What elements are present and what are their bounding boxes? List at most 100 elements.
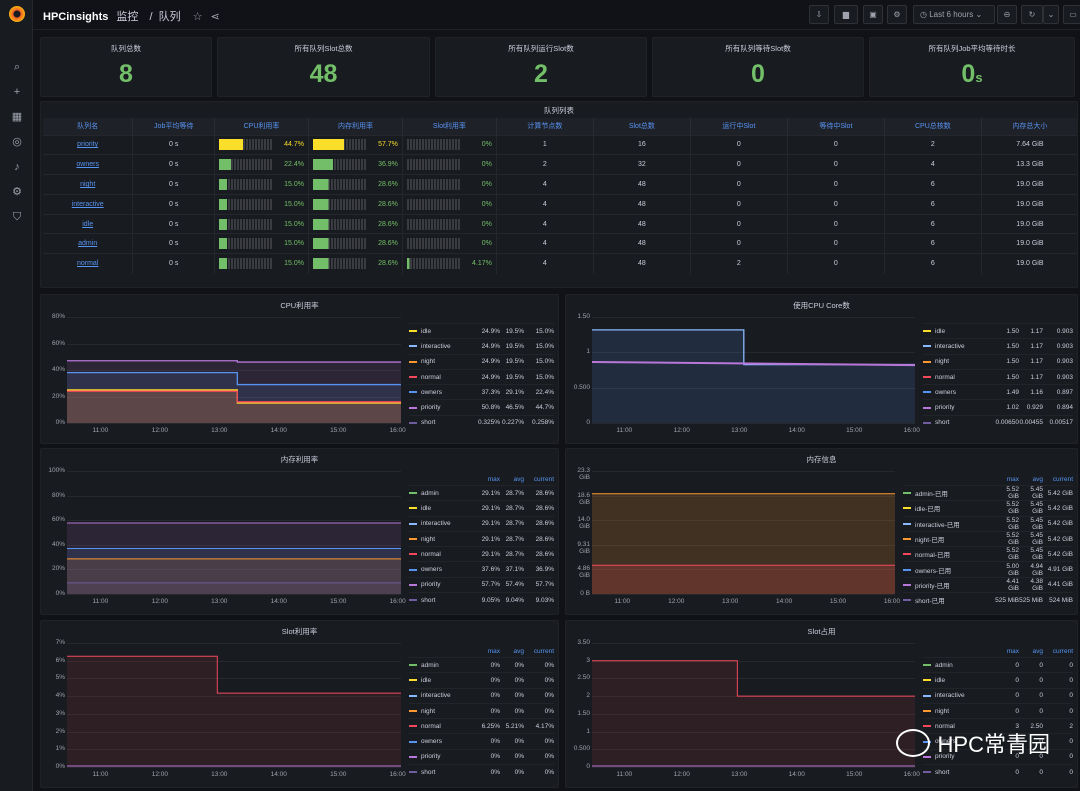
legend-header-avg[interactable]: avg: [1032, 475, 1043, 483]
plot-area[interactable]: 0 0.500 1 1.50 11:00 12:00 13:00 14:00 15:00 16:0…: [574, 313, 920, 434]
legend-item[interactable]: short 0% 0% 0%: [409, 764, 554, 779]
column-header[interactable]: Slot总数: [593, 118, 691, 135]
refresh-interval-dropdown[interactable]: ⌄: [1043, 5, 1059, 24]
queue-name-cell[interactable]: normal: [43, 253, 134, 274]
legend-item[interactable]: owners-已用 5.00 GiB 4.94 GiB 4.91 GiB: [903, 561, 1073, 577]
legend-item[interactable]: idle 0 0 0: [923, 672, 1073, 687]
legend-item[interactable]: owners 37.3% 29.1% 22.4%: [409, 384, 554, 399]
crumb-dashboard[interactable]: 队列: [158, 11, 181, 23]
legend-header-avg[interactable]: avg: [513, 647, 524, 655]
legend-item[interactable]: owners 37.6% 37.1% 36.9%: [409, 561, 554, 576]
table-row[interactable]: idle 0 s 15.0% 28.6% 0% 4 48 0 0 6 19.0 GiB: [43, 213, 1077, 234]
legend-item[interactable]: idle 1.50 1.17 0.903: [923, 323, 1073, 338]
queue-name-cell[interactable]: owners: [43, 154, 134, 175]
column-header[interactable]: 等待中Slot: [787, 118, 885, 135]
add-panel-button[interactable]: ⇩: [809, 5, 829, 24]
legend-item[interactable]: normal 6.25% 5.21% 4.17%: [409, 718, 554, 733]
column-header[interactable]: Job平均等待: [132, 118, 216, 135]
queue-link[interactable]: normal: [76, 260, 99, 268]
tv-mode-button[interactable]: ▭: [1063, 5, 1080, 24]
column-header[interactable]: 计算节点数: [496, 118, 594, 135]
legend-header-max[interactable]: max: [1006, 647, 1019, 655]
explore-icon[interactable]: ◎: [12, 136, 22, 148]
crumb-folder[interactable]: 监控: [116, 11, 139, 23]
legend-item[interactable]: night 0% 0% 0%: [409, 702, 554, 718]
legend-item[interactable]: priority-已用 4.41 GiB 4.38 GiB 4.41 GiB: [903, 576, 1073, 592]
legend-item[interactable]: normal 24.9% 19.5% 15.0%: [409, 368, 554, 384]
plot-area[interactable]: 0% 1% 2% 3% 4% 5% 6% 7% 11:00 12:00 13:00 14:00 15:0…: [56, 639, 406, 778]
legend-item[interactable]: normal 3 2.50 2: [923, 718, 1073, 733]
grafana-logo[interactable]: [9, 6, 25, 22]
legend-header-avg[interactable]: avg: [1032, 647, 1043, 655]
zoom-out-button[interactable]: ⊖: [997, 5, 1017, 24]
column-header[interactable]: 运行中Slot: [690, 118, 788, 135]
legend-item[interactable]: night 24.9% 19.5% 15.0%: [409, 353, 554, 369]
column-header[interactable]: 内存总大小: [981, 118, 1077, 135]
queue-name-cell[interactable]: interactive: [43, 193, 134, 215]
table-row[interactable]: interactive 0 s 15.0% 28.6% 0% 4 48 0 0 6 19.0 GiB: [43, 193, 1077, 215]
legend-item[interactable]: short 0.00650 0.00455 0.00517: [923, 414, 1073, 430]
queue-name-cell[interactable]: night: [43, 174, 134, 195]
legend-item[interactable]: short 0.325% 0.227% 0.258%: [409, 414, 554, 430]
settings-button[interactable]: ⚙: [887, 5, 907, 24]
legend-item[interactable]: short-已用 525 MiB 525 MiB 524 MiB: [903, 592, 1073, 607]
table-row[interactable]: admin 0 s 15.0% 28.6% 0% 4 48 0 0 6 19.0 GiB: [43, 233, 1077, 254]
legend-item[interactable]: short 0 0 0: [923, 764, 1073, 779]
legend-item[interactable]: normal 1.50 1.17 0.903: [923, 368, 1073, 384]
column-header[interactable]: 队列名: [43, 118, 134, 135]
save-button[interactable]: ▣: [863, 5, 883, 24]
legend-header-max[interactable]: max: [487, 647, 500, 655]
legend-item[interactable]: owners 0% 0% 0%: [409, 733, 554, 748]
legend-item[interactable]: night 0 0 0: [923, 702, 1073, 718]
legend-item[interactable]: priority 1.02 0.929 0.894: [923, 399, 1073, 414]
queue-link[interactable]: priority: [77, 141, 99, 149]
app-name[interactable]: HPCinsights: [43, 11, 109, 23]
legend-item[interactable]: normal 29.1% 28.7% 28.6%: [409, 546, 554, 561]
share-icon[interactable]: ⋖: [210, 11, 220, 23]
legend-header-current[interactable]: current: [533, 475, 554, 483]
legend-item[interactable]: owners 1.49 1.16 0.897: [923, 384, 1073, 399]
plot-area[interactable]: 0% 20% 40% 60% 80% 11:00 12:00 13:00 14:00 15:00 1…: [52, 313, 406, 434]
dashboards-icon[interactable]: ▦: [11, 111, 23, 123]
legend-item[interactable]: idle-已用 5.52 GiB 5.45 GiB 5.42 GiB: [903, 500, 1073, 515]
legend-header-avg[interactable]: avg: [513, 475, 524, 483]
star-icon[interactable]: ☆: [192, 11, 203, 23]
legend-item[interactable]: interactive 0 0 0: [923, 687, 1073, 703]
legend-item[interactable]: admin 29.1% 28.7% 28.6%: [409, 485, 554, 500]
queue-link[interactable]: owners: [76, 161, 99, 169]
legend-item[interactable]: interactive 29.1% 28.7% 28.6%: [409, 515, 554, 531]
column-header[interactable]: CPU利用率: [214, 118, 309, 135]
shield-icon[interactable]: ⛉: [12, 211, 22, 223]
legend-item[interactable]: interactive 1.50 1.17 0.903: [923, 338, 1073, 353]
legend-header-max[interactable]: max: [487, 475, 500, 483]
column-header[interactable]: 内存利用率: [308, 118, 403, 135]
queue-link[interactable]: night: [80, 180, 96, 188]
legend-item[interactable]: priority 50.8% 46.5% 44.7%: [409, 399, 554, 414]
legend-item[interactable]: priority 0% 0% 0%: [409, 748, 554, 764]
queue-link[interactable]: idle: [82, 220, 94, 228]
legend-item[interactable]: interactive-已用 5.52 GiB 5.45 GiB 5.42 GiB: [903, 515, 1073, 531]
legend-item[interactable]: night 1.50 1.17 0.903: [923, 353, 1073, 369]
legend-item[interactable]: admin 0 0 0: [923, 657, 1073, 672]
legend-item[interactable]: normal-已用 5.52 GiB 5.45 GiB 5.42 GiB: [903, 546, 1073, 561]
gear-icon[interactable]: ⚙: [12, 186, 22, 198]
column-header[interactable]: CPU总核数: [884, 118, 982, 135]
legend-item[interactable]: night 29.1% 28.7% 28.6%: [409, 530, 554, 546]
column-header[interactable]: Slot利用率: [402, 118, 497, 135]
plus-icon[interactable]: +: [13, 86, 21, 98]
queue-name-cell[interactable]: priority: [43, 134, 134, 155]
legend-item[interactable]: short 9.05% 9.04% 9.03%: [409, 592, 554, 607]
plot-area[interactable]: 0 B 4.86 GiB 9.31 GiB 14.0 GiB 18.6 GiB 23.3 …: [577, 467, 900, 605]
legend-item[interactable]: idle 29.1% 28.7% 28.6%: [409, 500, 554, 515]
queue-link[interactable]: interactive: [71, 200, 104, 208]
bell-icon[interactable]: ♪: [14, 161, 20, 173]
queue-link[interactable]: admin: [78, 240, 98, 248]
search-icon[interactable]: ⌕: [13, 61, 21, 73]
legend-item[interactable]: priority 0 0 0: [923, 748, 1073, 764]
legend-item[interactable]: interactive 24.9% 19.5% 15.0%: [409, 338, 554, 353]
legend-item[interactable]: admin 0% 0% 0%: [409, 657, 554, 672]
legend-item[interactable]: idle 24.9% 19.5% 15.0%: [409, 323, 554, 338]
legend-item[interactable]: admin-已用 5.52 GiB 5.45 GiB 5.42 GiB: [903, 485, 1073, 500]
table-row[interactable]: night 0 s 15.0% 28.6% 0% 4 48 0 0 6 19.0 GiB: [43, 174, 1077, 195]
legend-item[interactable]: night-已用 5.52 GiB 5.45 GiB 5.42 GiB: [903, 530, 1073, 546]
